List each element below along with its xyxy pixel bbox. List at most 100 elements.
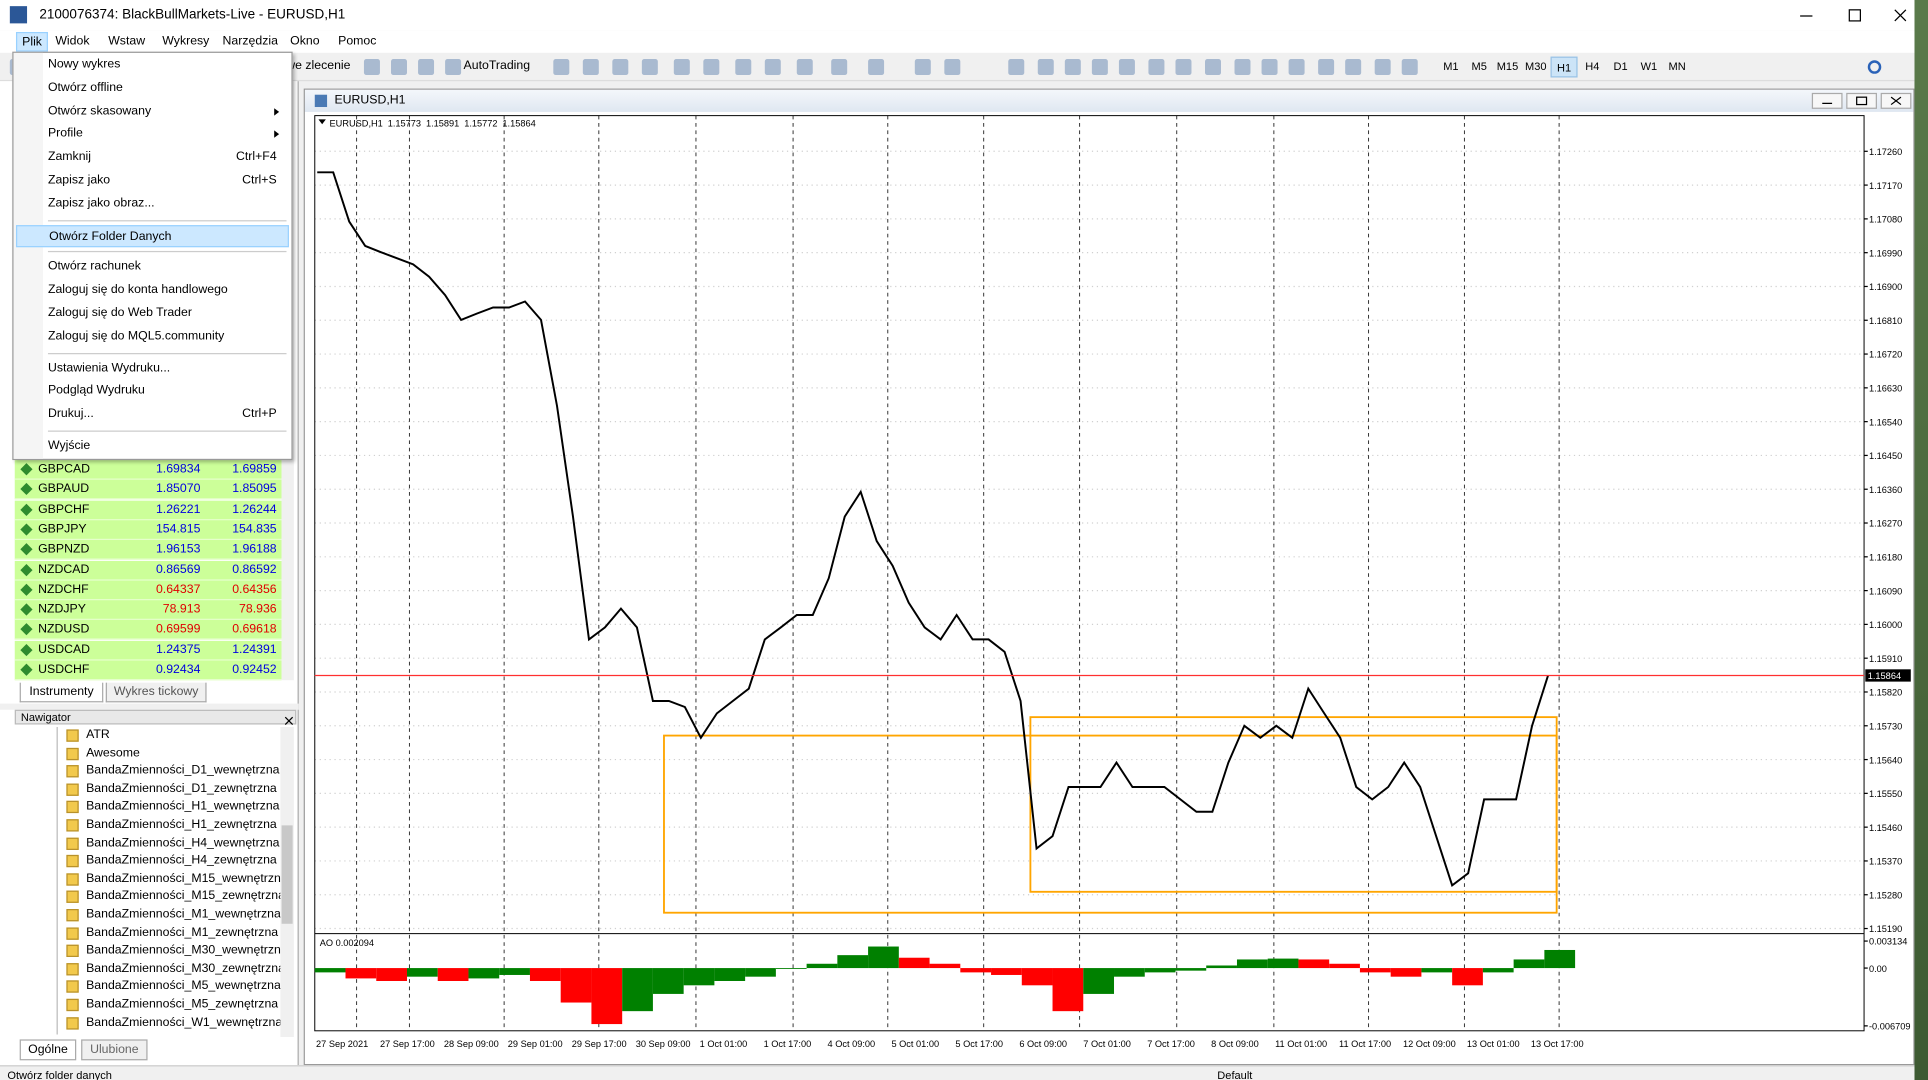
menu-item[interactable]: Narzędzia (222, 34, 278, 48)
navigator-item[interactable]: BandaZmienności_H1_wewnętrzna (64, 799, 280, 816)
toolbar-button[interactable] (641, 59, 658, 76)
navigator-item[interactable]: BandaZmienności_M15_zewnętrzna (64, 889, 285, 906)
navigator-item[interactable]: BandaZmienności_M1_wewnętrzna (64, 907, 281, 924)
toolbar-button[interactable] (1261, 59, 1278, 76)
menu-entry[interactable]: Wyjście (16, 435, 289, 458)
menu-entry[interactable]: Otwórz offline (16, 77, 289, 100)
navigator-item[interactable]: BandaZmienności_H4_wewnętrzna (64, 835, 280, 852)
toolbar-button[interactable] (445, 59, 462, 76)
menu-item[interactable]: Pomoc (338, 34, 377, 48)
toolbar-button[interactable] (1374, 59, 1391, 76)
market-watch-row[interactable]: NZDUSD 0.69599 0.69618 (14, 620, 282, 641)
navigator-item[interactable]: BandaZmienności_M15_wewnętrzna (64, 871, 288, 888)
timeframe-button[interactable]: H4 (1585, 60, 1600, 73)
toolbar-button[interactable] (944, 59, 961, 76)
navigator-item[interactable]: BandaZmienności_M5_wewnętrzna (64, 978, 281, 995)
market-watch-row[interactable]: NZDJPY 78.913 78.936 (14, 600, 282, 621)
navigator-item[interactable]: BandaZmienności_M30_wewnętrzna (64, 942, 288, 959)
market-watch-row[interactable]: GBPCHF 1.26221 1.26244 (14, 500, 282, 520)
navigator-item[interactable]: ATR (64, 727, 280, 744)
window-controls[interactable] (1771, 0, 1915, 31)
tab[interactable]: Ulubione (81, 1039, 148, 1061)
navigator-item[interactable]: BandaZmienności_H1_zewnętrzna (64, 817, 280, 834)
market-watch-row[interactable]: USDCAD 1.24375 1.24391 (14, 640, 282, 661)
toolbar-button[interactable] (1401, 59, 1418, 76)
toolbar-button[interactable] (673, 59, 690, 76)
navigator-item[interactable]: BandaZmienności_M1_zewnętrzna (64, 925, 280, 942)
menu-item[interactable]: Wykresy (162, 34, 210, 48)
market-watch-row[interactable]: GBPAUD 1.85070 1.85095 (14, 480, 282, 500)
navigator-item[interactable]: Awesome (64, 745, 280, 762)
tab[interactable]: Instrumenty (19, 682, 104, 703)
navigator-item[interactable]: BandaZmienności_M30_zewnętrzna (64, 960, 285, 977)
market-watch-row[interactable]: NZDCHF 0.64337 0.64356 (14, 580, 282, 601)
menu-entry[interactable]: Ustawienia Wydruku... (16, 357, 289, 380)
toolbar-button[interactable] (764, 59, 781, 76)
toolbar-button[interactable] (1118, 59, 1135, 76)
toolbar-button[interactable] (582, 59, 599, 76)
timeframe-button[interactable]: W1 (1640, 60, 1658, 73)
toolbar-button[interactable] (1345, 59, 1362, 76)
toolbar-button[interactable] (1091, 59, 1108, 76)
toolbar-button[interactable] (1205, 59, 1221, 76)
menu-entry[interactable]: Podgląd Wydruku (16, 381, 289, 404)
toolbar-button[interactable] (735, 59, 752, 76)
navigator-item[interactable]: BandaZmienności_M5_zewnętrzna (64, 996, 280, 1013)
menu-item[interactable]: Plik (15, 31, 49, 52)
menu-item[interactable]: Okno (290, 34, 320, 48)
menu-entry[interactable]: Zapisz jako obraz... (16, 193, 289, 216)
timeframe-button[interactable]: H1 (1550, 56, 1578, 78)
tab[interactable]: Ogólne (19, 1039, 77, 1061)
toolbar-button[interactable] (553, 59, 570, 76)
toolbar-button[interactable] (1037, 59, 1054, 76)
menu-entry[interactable]: Profile (16, 123, 289, 146)
timeframe-button[interactable]: M15 (1496, 60, 1519, 73)
toolbar-button[interactable] (831, 59, 848, 76)
market-watch-row[interactable]: NZDCAD 0.86569 0.86592 (14, 560, 282, 580)
autotrading-button[interactable]: AutoTrading (463, 59, 531, 73)
market-watch-row[interactable]: GBPJPY 154.815 154.835 (14, 520, 282, 540)
navigator-item[interactable]: BandaZmienności_H4_zewnętrzna (64, 853, 280, 870)
menu-entry[interactable]: Zapisz jako Ctrl+S (16, 170, 289, 193)
menu-item[interactable]: Wstaw (108, 34, 146, 48)
toolbar-button[interactable] (1318, 59, 1335, 76)
toolbar-button[interactable] (612, 59, 629, 76)
toolbar-button[interactable] (914, 59, 931, 76)
market-watch-row[interactable]: GBPCAD 1.69834 1.69859 (14, 460, 282, 480)
market-watch-row[interactable]: GBPNZD 1.96153 1.96188 (14, 540, 282, 560)
toolbar-button[interactable] (1008, 59, 1025, 76)
navigator-item[interactable]: BandaZmienności_W1_wewnętrzna (64, 1014, 282, 1031)
menu-entry[interactable]: Zaloguj się do Web Trader (16, 303, 289, 326)
toolbar-button[interactable] (796, 59, 813, 76)
menu-entry[interactable]: Zaloguj się do konta handlowego (16, 279, 289, 302)
menu-entry[interactable]: Zaloguj się do MQL5.community (16, 326, 289, 349)
tab[interactable]: Wykres tickowy (105, 682, 207, 703)
market-watch-row[interactable]: USDCHF 0.92434 0.92452 (14, 660, 282, 681)
menu-entry[interactable]: Zamknij Ctrl+F4 (16, 147, 289, 170)
navigator-item[interactable]: BandaZmienności_D1_wewnętrzna (64, 763, 280, 780)
toolbar-button[interactable] (1148, 59, 1165, 76)
toolbar-button[interactable] (418, 59, 435, 76)
toolbar-button[interactable] (363, 59, 380, 76)
toolbar-button[interactable] (1288, 59, 1305, 76)
timeframe-button[interactable]: MN (1668, 60, 1686, 73)
chart-window-controls[interactable] (1811, 92, 1914, 109)
menu-entry[interactable]: Otwórz skasowany (16, 100, 289, 123)
toolbar-button[interactable] (868, 59, 885, 76)
timeframe-button[interactable]: M5 (1471, 60, 1487, 73)
menu-entry[interactable]: Otwórz rachunek (16, 256, 289, 279)
toolbar-button[interactable] (1064, 59, 1081, 76)
menu-entry[interactable]: Drukuj... Ctrl+P (16, 404, 289, 427)
timeframe-button[interactable]: M1 (1443, 60, 1459, 73)
toolbar-button[interactable] (1234, 59, 1251, 76)
timeframe-button[interactable]: M30 (1524, 60, 1547, 73)
close-button[interactable] (283, 711, 295, 725)
search-button[interactable] (1867, 60, 1882, 74)
menu-item[interactable]: Widok (55, 34, 90, 48)
menu-entry[interactable]: Nowy wykres (16, 54, 289, 77)
timeframe-button[interactable]: D1 (1613, 60, 1628, 73)
toolbar-button[interactable] (391, 59, 407, 76)
menu-entry[interactable]: Otwórz Folder Danych (15, 224, 289, 248)
toolbar-button[interactable] (703, 59, 720, 76)
toolbar-button[interactable] (1175, 59, 1192, 76)
